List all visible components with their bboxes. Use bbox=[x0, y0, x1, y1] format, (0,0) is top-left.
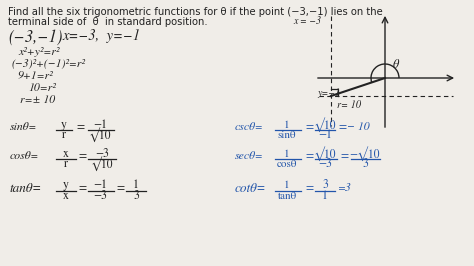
Text: =: = bbox=[305, 121, 313, 133]
Text: x: x bbox=[63, 148, 69, 160]
Text: =: = bbox=[305, 182, 313, 194]
Text: (−3)²+(−1)²=r²: (−3)²+(−1)²=r² bbox=[12, 59, 86, 69]
Text: 3: 3 bbox=[362, 158, 368, 170]
Text: r=√10: r=√10 bbox=[337, 100, 361, 110]
Text: secθ=: secθ= bbox=[235, 151, 264, 161]
Text: r=±√10: r=±√10 bbox=[20, 95, 55, 105]
Text: θ: θ bbox=[393, 58, 399, 70]
Text: r: r bbox=[62, 129, 66, 141]
Text: 1: 1 bbox=[284, 149, 290, 159]
Text: 3: 3 bbox=[133, 190, 139, 202]
Text: −3: −3 bbox=[95, 148, 109, 160]
Text: tanθ: tanθ bbox=[277, 191, 297, 201]
Text: =: = bbox=[78, 150, 86, 162]
Text: 9+1=r²: 9+1=r² bbox=[18, 71, 54, 81]
Text: sinθ=: sinθ= bbox=[10, 122, 37, 132]
Text: y=−1: y=−1 bbox=[317, 88, 340, 98]
Text: 3: 3 bbox=[322, 179, 328, 191]
Text: −1: −1 bbox=[93, 179, 107, 191]
Text: x=−3,  y=−1: x=−3, y=−1 bbox=[62, 29, 140, 43]
Text: =: = bbox=[340, 150, 348, 162]
Text: y: y bbox=[61, 119, 67, 131]
Text: terminal side of  θ  in standard position.: terminal side of θ in standard position. bbox=[8, 17, 208, 27]
Text: −√10: −√10 bbox=[347, 122, 370, 132]
Text: =: = bbox=[305, 150, 313, 162]
Text: −3: −3 bbox=[318, 158, 332, 170]
Text: tanθ=: tanθ= bbox=[10, 182, 42, 195]
Text: 1: 1 bbox=[284, 120, 290, 130]
Text: −√10: −√10 bbox=[350, 147, 380, 161]
Text: cotθ=: cotθ= bbox=[235, 182, 266, 195]
Text: √10: √10 bbox=[91, 157, 113, 171]
Text: 1: 1 bbox=[284, 180, 290, 190]
Text: −1: −1 bbox=[318, 129, 332, 141]
Text: 10=r²: 10=r² bbox=[28, 83, 56, 93]
Text: 1: 1 bbox=[322, 190, 328, 202]
Text: =: = bbox=[76, 121, 84, 133]
Text: (−3,−1): (−3,−1) bbox=[8, 29, 63, 46]
Text: Find all the six trigonometric functions for θ if the point (−3,−1) lies on the: Find all the six trigonometric functions… bbox=[8, 7, 383, 17]
Text: cosθ=: cosθ= bbox=[10, 151, 39, 161]
Text: √10: √10 bbox=[314, 118, 336, 132]
Text: −3: −3 bbox=[93, 190, 107, 202]
Text: −1: −1 bbox=[93, 119, 107, 131]
Text: 1: 1 bbox=[133, 179, 139, 191]
Text: √10: √10 bbox=[314, 147, 336, 161]
Text: sinθ: sinθ bbox=[278, 130, 296, 140]
Text: cscθ=: cscθ= bbox=[235, 122, 264, 132]
Text: y: y bbox=[63, 179, 69, 191]
Text: r: r bbox=[64, 158, 68, 170]
Text: √10: √10 bbox=[89, 128, 111, 142]
Text: x: x bbox=[63, 190, 69, 202]
Text: cosθ: cosθ bbox=[277, 159, 297, 169]
Text: x²+y²=r²: x²+y²=r² bbox=[18, 47, 59, 57]
Text: =: = bbox=[78, 182, 86, 194]
Text: =3: =3 bbox=[338, 183, 352, 193]
Text: x = −3: x = −3 bbox=[293, 16, 321, 26]
Text: =: = bbox=[338, 121, 346, 133]
Text: =: = bbox=[116, 182, 124, 194]
